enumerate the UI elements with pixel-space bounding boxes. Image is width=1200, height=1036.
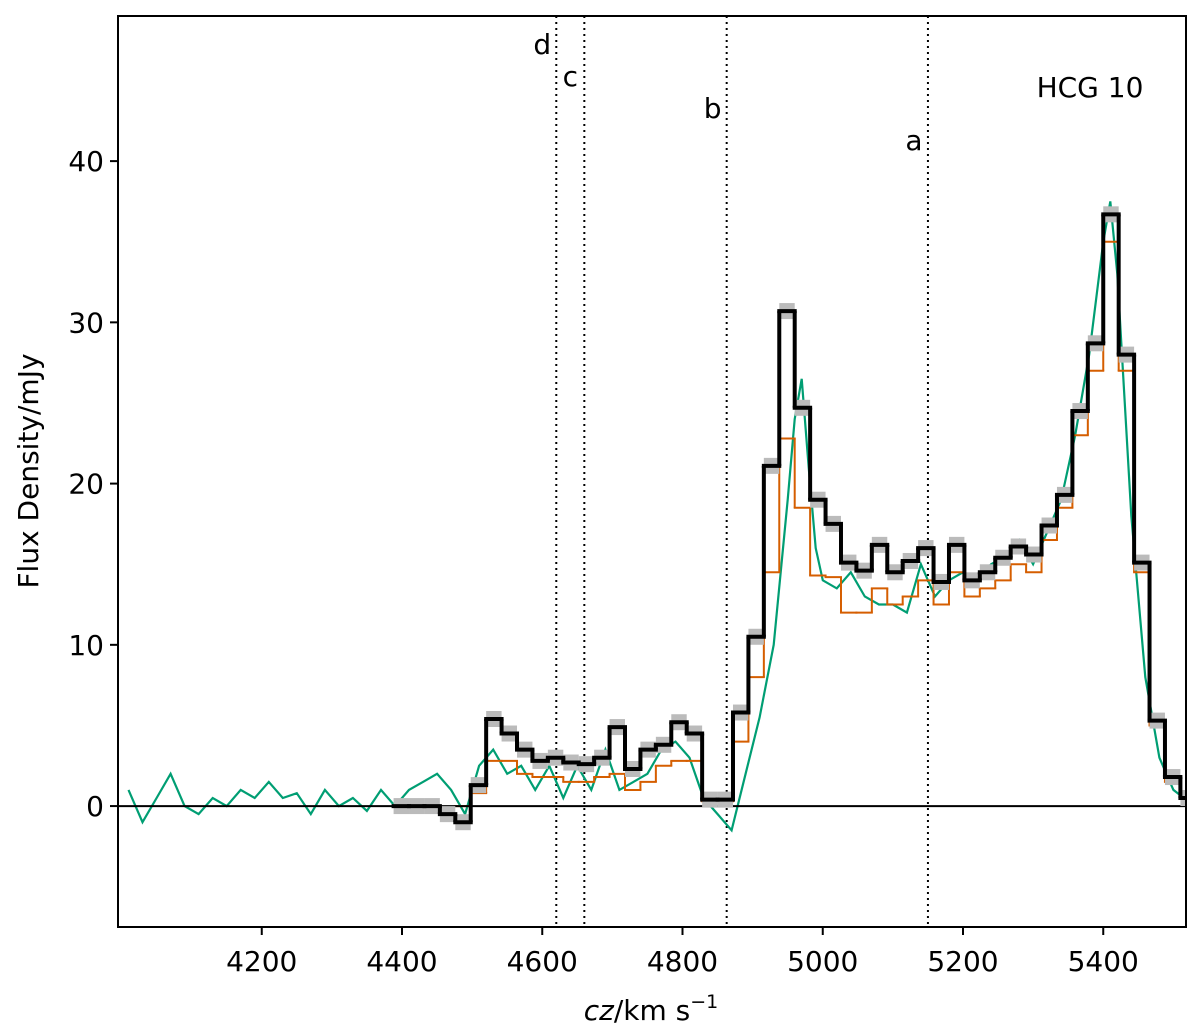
x-tick-label: 5200 (927, 945, 998, 978)
x-label-var: cz (584, 994, 615, 1027)
y-axis-label: Flux Density/mJy (12, 353, 45, 588)
y-tick-label: 40 (68, 145, 104, 178)
spectrum-line (127, 201, 1185, 833)
y-tick-label: 10 (68, 629, 104, 662)
reference-label: d (533, 28, 551, 61)
x-tick-label: 4800 (647, 945, 718, 978)
reference-label: c (563, 60, 578, 93)
annotation: HCG 10 (1037, 71, 1144, 104)
axes-frame (117, 15, 1187, 928)
x-tick-label: 5000 (787, 945, 858, 978)
x-axis-label: cz/km s−1 (584, 991, 719, 1027)
plot-area (118, 16, 1186, 927)
y-tick-label: 0 (86, 790, 104, 823)
x-label-unit: /km s (614, 994, 690, 1027)
reference-label: b (704, 92, 722, 125)
x-tick-label: 4600 (507, 945, 578, 978)
x-label-exp: −1 (690, 991, 718, 1013)
reference-label: a (905, 124, 922, 157)
y-tick-label: 20 (68, 468, 104, 501)
x-tick-label: 5400 (1068, 945, 1139, 978)
x-tick-label: 4400 (366, 945, 437, 978)
y-tick-label: 30 (68, 306, 104, 339)
x-tick-label: 4200 (226, 945, 297, 978)
